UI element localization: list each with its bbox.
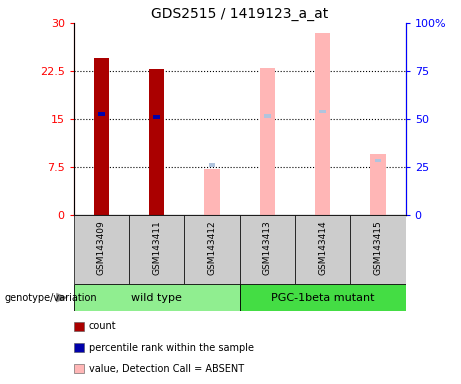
Bar: [240, 284, 406, 311]
Bar: [295, 215, 350, 284]
Bar: [370, 154, 386, 215]
Text: GSM143411: GSM143411: [152, 220, 161, 275]
Bar: [94, 58, 109, 215]
Bar: [375, 159, 381, 162]
Polygon shape: [56, 293, 68, 303]
Bar: [240, 215, 295, 284]
Text: GSM143413: GSM143413: [263, 220, 272, 275]
Text: PGC-1beta mutant: PGC-1beta mutant: [271, 293, 374, 303]
Bar: [98, 112, 105, 116]
Bar: [315, 33, 331, 215]
Text: GSM143415: GSM143415: [373, 220, 383, 275]
Bar: [209, 163, 215, 167]
Text: value, Detection Call = ABSENT: value, Detection Call = ABSENT: [89, 364, 243, 374]
Bar: [184, 215, 240, 284]
Text: count: count: [89, 321, 116, 331]
Text: GSM143409: GSM143409: [97, 220, 106, 275]
Bar: [264, 114, 271, 118]
Bar: [129, 215, 184, 284]
Bar: [74, 215, 129, 284]
Bar: [319, 109, 326, 113]
Bar: [204, 169, 220, 215]
Bar: [350, 215, 406, 284]
Title: GDS2515 / 1419123_a_at: GDS2515 / 1419123_a_at: [151, 7, 328, 21]
Text: GSM143414: GSM143414: [318, 220, 327, 275]
Text: genotype/variation: genotype/variation: [5, 293, 97, 303]
Text: percentile rank within the sample: percentile rank within the sample: [89, 343, 254, 353]
Bar: [74, 284, 240, 311]
Text: wild type: wild type: [131, 293, 182, 303]
Text: GSM143412: GSM143412: [207, 220, 217, 275]
Bar: [260, 68, 275, 215]
Bar: [149, 69, 165, 215]
Bar: [154, 115, 160, 119]
